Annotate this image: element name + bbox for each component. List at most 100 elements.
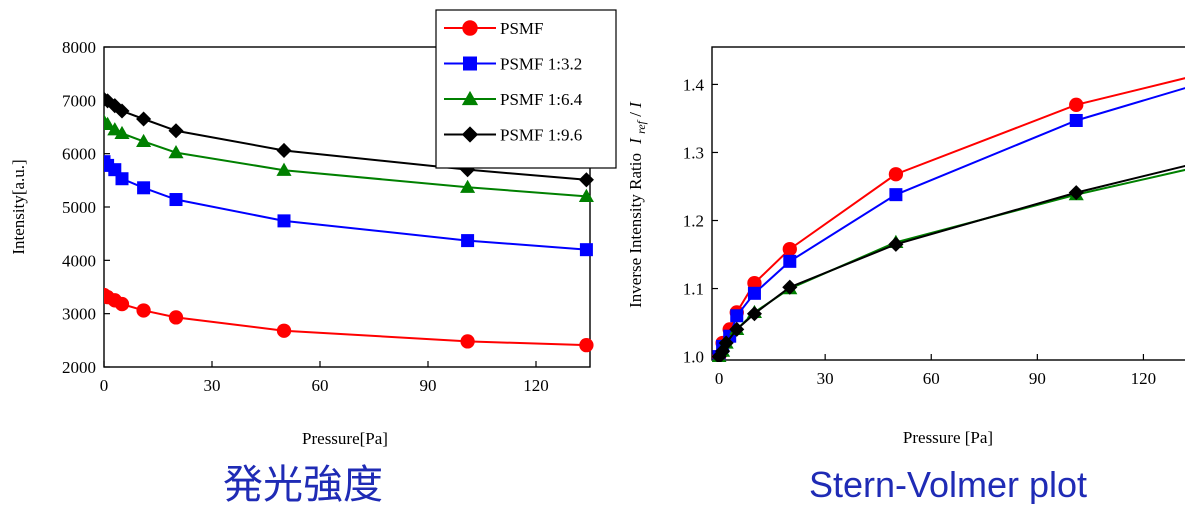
- data-point: [718, 335, 734, 351]
- legend-label: PSMF 1:9.6: [500, 126, 582, 145]
- y-tick-label: 3000: [62, 305, 96, 324]
- data-point: [782, 241, 797, 257]
- legend-entry: PSMF 1:9.6: [444, 126, 582, 145]
- data-point: [746, 306, 762, 322]
- y-tick-label: 4000: [62, 251, 96, 270]
- data-point: [169, 193, 183, 207]
- intensity-series: [104, 91, 594, 353]
- y-tick-label: 8000: [62, 38, 96, 57]
- data-point: [276, 142, 292, 159]
- legend-label: PSMF 1:6.4: [500, 90, 583, 109]
- data-point: [1069, 97, 1084, 112]
- data-point: [579, 243, 593, 257]
- data-point: [1068, 185, 1084, 201]
- data-point: [1069, 113, 1083, 127]
- series-psmf-1-6-4: [104, 114, 594, 202]
- x-tick-label: 0: [100, 376, 109, 395]
- stern-volmer-x-axis-label: Pressure [Pa]: [903, 428, 993, 447]
- series-psmf-1-3-2: [104, 155, 593, 257]
- series-psmf-1-3-2: [712, 87, 1185, 362]
- y-tick-label: 2000: [62, 358, 96, 377]
- series-psmf: [712, 77, 1185, 362]
- data-point: [460, 179, 476, 193]
- legend: PSMF PSMF 1:3.2 PSMF 1:6.4 PSMF 1:9.6: [435, 9, 617, 169]
- stern-volmer-y-axis-label-group: Inverse Intensity Ratio I ref / I: [626, 101, 648, 308]
- legend-entry: PSMF: [444, 19, 543, 38]
- legend-marker: [461, 90, 479, 106]
- x-tick-label: 120: [1131, 369, 1157, 388]
- x-tick-label: 90: [420, 376, 437, 395]
- data-point: [277, 214, 291, 228]
- x-tick-label: 0: [715, 369, 724, 388]
- data-point: [889, 188, 903, 202]
- data-point: [115, 172, 129, 186]
- data-point: [578, 172, 594, 188]
- data-point: [136, 133, 152, 148]
- y-label-text: Inverse Intensity Ratio: [626, 153, 645, 308]
- x-tick-label: 60: [312, 376, 329, 395]
- legend-label: PSMF 1:3.2: [500, 55, 582, 74]
- data-point: [104, 93, 116, 109]
- intensity-y-axis-label: Intensity[a.u.]: [9, 159, 28, 254]
- data-point: [276, 162, 292, 176]
- x-tick-label: 90: [1029, 369, 1046, 388]
- legend-marker: [461, 126, 479, 143]
- x-tick-label: 120: [523, 376, 549, 395]
- data-point: [136, 111, 152, 127]
- data-point: [114, 125, 130, 140]
- series-psmf-1-9-6: [712, 164, 1185, 362]
- y-tick-label: 1.3: [683, 143, 704, 162]
- legend-entry: PSMF 1:3.2: [444, 55, 582, 74]
- x-tick-label: 60: [923, 369, 940, 388]
- series-psmf: [104, 287, 594, 353]
- stern-volmer-axes: 0 30 60 90 120 1.0 1.1 1.2 1.3 1.4: [683, 46, 1185, 388]
- y-tick-label: 6000: [62, 145, 96, 164]
- series-line: [718, 87, 1185, 357]
- data-point: [276, 323, 292, 338]
- data-point: [712, 349, 727, 362]
- data-point: [114, 296, 130, 312]
- legend-marker: [462, 20, 478, 36]
- data-point: [747, 286, 761, 300]
- intensity-chart: 0 30 60 90 120 2000 3000 4000 5000 6000 7000 8000 P…: [9, 38, 594, 448]
- series-psmf-1-9-6: [104, 91, 594, 188]
- data-point: [729, 321, 745, 337]
- y-label-i: I: [626, 101, 645, 109]
- data-point: [168, 145, 184, 159]
- right-caption: Stern-Volmer plot: [809, 464, 1087, 504]
- y-label-ref-subscript: ref: [634, 119, 648, 134]
- data-point: [168, 310, 184, 325]
- x-tick-label: 30: [204, 376, 221, 395]
- y-tick-label: 7000: [62, 91, 96, 110]
- legend-marker: [463, 56, 477, 71]
- y-label-slash: /: [626, 112, 645, 117]
- data-point: [579, 337, 594, 353]
- data-point: [168, 123, 184, 139]
- series-psmf-1-6-4: [712, 168, 1185, 362]
- data-point: [578, 188, 594, 202]
- intensity-x-axis-label: Pressure[Pa]: [302, 429, 388, 448]
- legend-box: [435, 9, 617, 169]
- data-point: [888, 167, 904, 182]
- data-point: [114, 103, 130, 119]
- series-line: [718, 77, 1185, 357]
- data-point: [137, 181, 151, 195]
- data-point: [460, 334, 475, 349]
- data-point: [782, 279, 798, 295]
- y-tick-label: 5000: [62, 198, 96, 217]
- legend-label: PSMF: [500, 19, 543, 38]
- data-point: [461, 234, 475, 248]
- y-tick-label: 1.1: [683, 280, 704, 299]
- intensity-axes: 0 30 60 90 120 2000 3000 4000 5000 6000 7000 8000: [62, 38, 591, 395]
- x-tick-label: 30: [817, 369, 834, 388]
- data-point: [136, 303, 151, 318]
- data-point: [888, 236, 904, 252]
- data-point: [730, 309, 744, 323]
- left-caption: 発光強度: [223, 462, 383, 504]
- y-tick-label: 1.0: [683, 348, 704, 367]
- y-tick-label: 1.4: [683, 75, 705, 94]
- plot-frame: [711, 46, 1185, 361]
